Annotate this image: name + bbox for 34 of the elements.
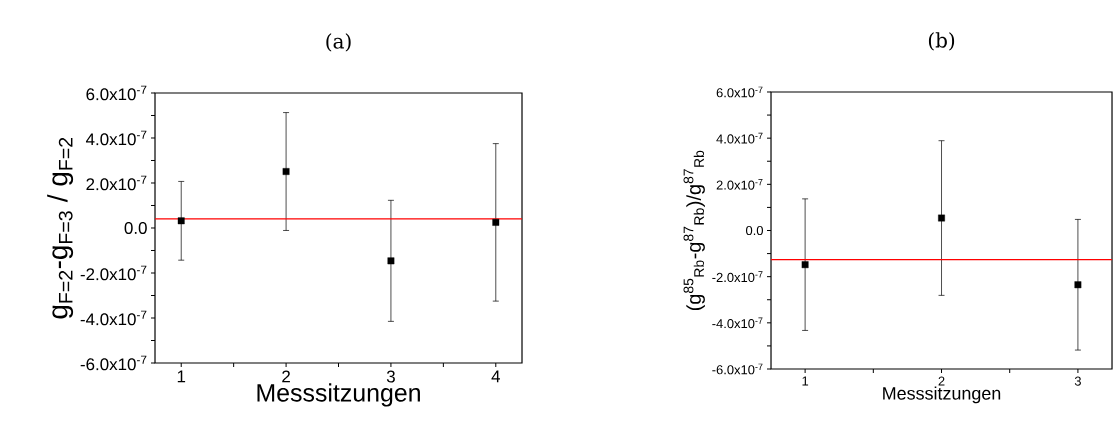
y-tick-label: -2.0x10$^{-7}$ [712,271,763,283]
x-tick-label: 3 [386,370,395,383]
y-tick-label: -2.0x10$^{-7}$ [80,265,147,281]
point [387,257,395,265]
y-tick-label: 4.0x10$^{-7}$ [85,130,147,146]
chart-title: (b) [928,32,955,51]
x-tick-label: 1 [177,370,186,383]
x-tick-label: 4 [491,370,500,383]
y-tick-label: 4.0x10$^{-7}$ [716,132,763,144]
y-tick-label: 0.0 [124,222,147,234]
point [492,218,500,226]
x-axis-title: Messsitzungen [883,386,1001,404]
y-tick-label: -4.0x10$^{-7}$ [712,317,763,329]
x-axis-title: Messsitzungen [257,383,420,407]
y-tick-label: 0.0 [745,225,763,236]
y-axis-title: g$_{F=2}$-g$_{F=3}$ / g$_{F=2}$ [47,137,74,319]
y-tick-label: -4.0x10$^{-7}$ [80,310,147,326]
x-tick-label: 1 [802,376,809,386]
point [801,261,809,269]
chart-title: (a) [326,33,351,52]
x-tick-label: 2 [282,370,290,383]
point [282,168,290,175]
y-tick-label: 6.0x10$^{-7}$ [716,86,763,98]
point [938,214,945,222]
y-tick-label: 2.0x10$^{-7}$ [86,175,147,191]
text: (g$^{85}$$_{Rb}$-g$^{87}$$_{Rb}$)/g$^{87}$Rb [683,150,705,311]
x-tick-label: 2 [938,376,945,386]
x-tick-label: 3 [1074,376,1081,386]
y-tick-label: 2.0x10$^{-7}$ [716,178,763,190]
point [1074,281,1082,289]
point [177,217,185,225]
y-tick-label: 6.0x10$^{-7}$ [86,85,147,101]
y-tick-label: -6.0x10$^{-7}$ [712,363,763,375]
y-tick-label: -6.0x10$^{-7}$ [80,355,147,371]
